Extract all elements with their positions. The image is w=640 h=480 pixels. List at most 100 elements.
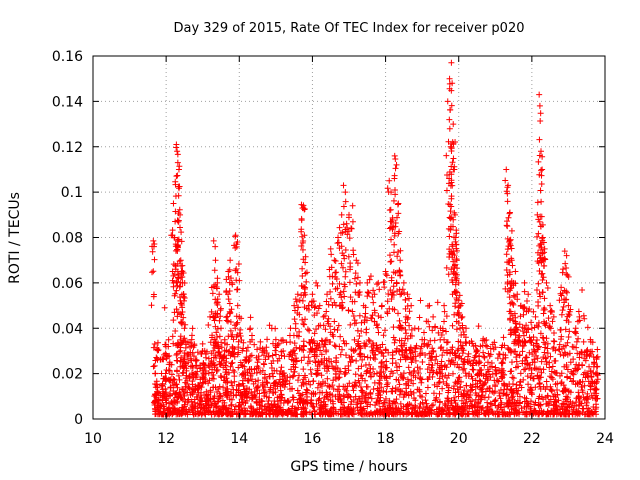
data-point-band xyxy=(275,403,282,410)
data-point-band xyxy=(448,346,455,353)
data-point-band xyxy=(484,399,491,406)
data-point-band xyxy=(407,388,414,395)
data-point-band xyxy=(289,373,296,380)
data-point xyxy=(334,326,341,333)
data-point xyxy=(426,302,433,309)
data-point xyxy=(335,322,342,329)
data-point-band xyxy=(433,353,440,360)
data-point-band xyxy=(213,329,220,336)
data-point-band xyxy=(176,411,183,418)
data-point xyxy=(177,257,184,264)
data-point xyxy=(535,230,542,237)
data-point-band xyxy=(424,366,431,373)
data-point xyxy=(233,286,240,293)
data-point-band xyxy=(210,384,217,391)
data-point-band xyxy=(291,340,298,347)
data-point xyxy=(299,297,306,304)
data-point-band xyxy=(155,408,162,415)
data-point-band xyxy=(491,398,498,405)
data-point-band xyxy=(349,383,356,390)
data-point xyxy=(227,309,234,316)
data-point xyxy=(313,279,320,286)
data-point-band xyxy=(332,370,339,377)
data-point-band xyxy=(548,387,555,394)
data-point-band xyxy=(383,388,390,395)
data-point-band xyxy=(175,372,182,379)
data-point-band xyxy=(415,325,422,332)
data-point-band xyxy=(157,356,164,363)
data-point-band xyxy=(332,393,339,400)
data-point-band xyxy=(381,399,388,406)
data-point-band xyxy=(170,340,177,347)
data-point xyxy=(538,198,545,205)
data-point-band xyxy=(357,400,364,407)
data-point-band xyxy=(593,354,600,361)
data-point-band xyxy=(448,400,455,407)
data-point-band xyxy=(505,346,512,353)
data-point-band xyxy=(324,375,331,382)
data-point-band xyxy=(357,383,364,390)
data-point-band xyxy=(250,380,257,387)
data-point-band xyxy=(247,314,254,321)
data-point-band xyxy=(430,401,437,408)
data-point-band xyxy=(207,387,214,394)
data-point xyxy=(503,222,510,229)
data-point xyxy=(441,302,448,309)
data-point-band xyxy=(235,364,242,371)
data-point-band xyxy=(231,353,238,360)
data-point-band xyxy=(368,395,375,402)
data-point-band xyxy=(384,383,391,390)
data-point xyxy=(349,308,356,315)
data-point xyxy=(406,322,413,329)
data-point xyxy=(448,59,455,66)
data-point-band xyxy=(216,411,223,418)
data-point-band xyxy=(420,329,427,336)
data-point xyxy=(506,209,513,216)
data-point xyxy=(395,210,402,217)
data-point xyxy=(386,207,393,214)
data-point-band xyxy=(165,336,172,343)
data-point xyxy=(343,220,350,227)
data-point-band xyxy=(443,313,450,320)
data-point-band xyxy=(415,370,422,377)
data-point-band xyxy=(451,383,458,390)
data-point-band xyxy=(492,397,499,404)
data-point-band xyxy=(382,395,389,402)
data-point-band xyxy=(254,346,261,353)
data-point xyxy=(209,290,216,297)
data-point-band xyxy=(452,350,459,357)
data-point-band xyxy=(209,375,216,382)
data-point-band xyxy=(566,328,573,335)
data-point-band xyxy=(445,357,452,364)
data-point xyxy=(444,98,451,105)
data-point-band xyxy=(236,406,243,413)
data-point-band xyxy=(580,338,587,345)
data-point-band xyxy=(244,344,251,351)
data-point-band xyxy=(540,366,547,373)
data-point-band xyxy=(396,408,403,415)
data-point xyxy=(309,291,316,298)
data-point xyxy=(378,303,385,310)
data-point-band xyxy=(570,356,577,363)
data-point xyxy=(426,323,433,330)
data-point xyxy=(235,261,242,268)
data-point-band xyxy=(151,341,158,348)
data-point-band xyxy=(213,368,220,375)
data-point xyxy=(354,260,361,267)
data-point xyxy=(562,260,569,267)
data-point xyxy=(370,299,377,306)
data-point xyxy=(353,280,360,287)
data-point-band xyxy=(536,379,543,386)
data-point xyxy=(332,343,339,350)
data-point-band xyxy=(509,374,516,381)
data-point xyxy=(380,332,387,339)
data-point-band xyxy=(547,373,554,380)
data-point-band xyxy=(154,347,161,354)
data-point xyxy=(351,275,358,282)
data-point xyxy=(338,211,345,218)
data-point xyxy=(151,256,158,263)
data-point-band xyxy=(505,395,512,402)
data-point-band xyxy=(237,333,244,340)
data-point xyxy=(320,313,327,320)
